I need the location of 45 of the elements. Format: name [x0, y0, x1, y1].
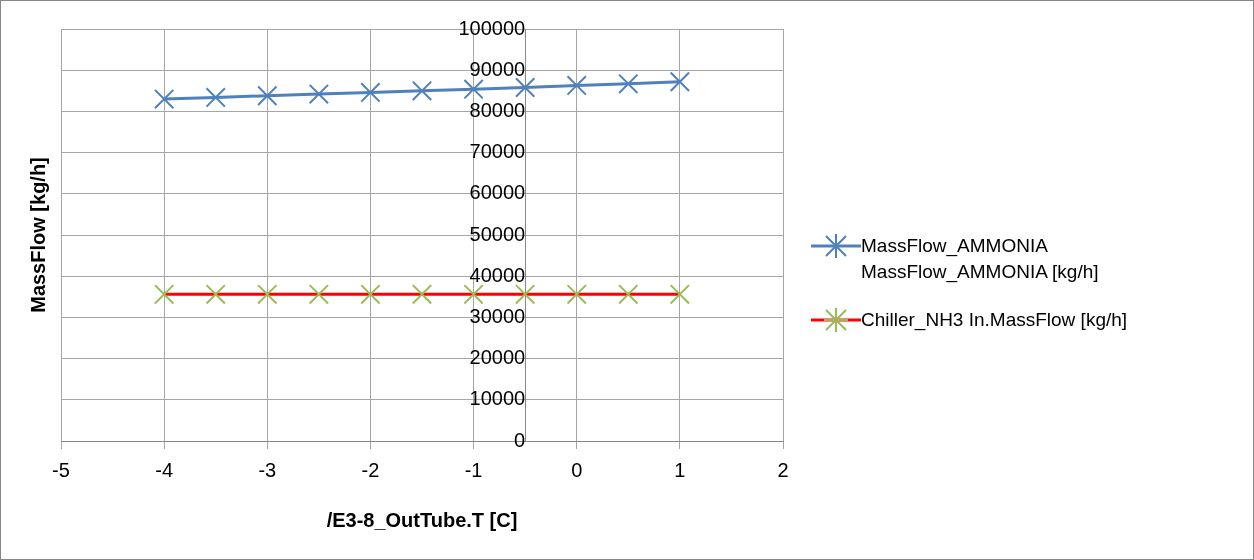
point [411, 80, 433, 101]
y-tick-label: 0 [514, 428, 526, 451]
legend-label: MassFlow_AMMONIA MassFlow_AMMONIA [kg/h] [861, 234, 1100, 285]
x-tick-label: -5 [52, 458, 70, 481]
y-tick-label: 50000 [469, 222, 526, 245]
point [463, 78, 484, 100]
y-tick-label: 30000 [469, 304, 526, 327]
y-tick-label: 40000 [469, 263, 526, 286]
point [566, 284, 587, 305]
point [308, 83, 330, 105]
x-tick-label: 2 [777, 458, 789, 481]
y-tick-label: 90000 [469, 57, 526, 80]
x-tick-label: -1 [464, 458, 483, 481]
x-tick-label: 1 [674, 458, 686, 481]
x-tick-label: 0 [571, 458, 583, 481]
point [153, 88, 175, 110]
x-axis-title: /E3-8_OutTube.T [C] [326, 508, 518, 531]
point [205, 284, 226, 305]
y-tick-label: 70000 [469, 140, 526, 163]
point [566, 75, 587, 96]
point [360, 82, 381, 103]
point [257, 85, 278, 106]
point [308, 284, 330, 305]
x-tick-label: -2 [361, 458, 380, 481]
y-tick-label: 60000 [469, 181, 526, 204]
point [669, 71, 691, 92]
point [618, 284, 639, 305]
x-tick-label: -3 [258, 458, 277, 481]
legend-label: Chiller_NH3 In.MassFlow [kg/h] [861, 308, 1129, 333]
x-tick-label: -4 [155, 458, 174, 481]
point [618, 73, 639, 94]
point [411, 284, 433, 305]
point [205, 87, 226, 108]
y-axis-title: MassFlow [kg/h] [26, 157, 49, 313]
point [463, 284, 484, 305]
y-tick-label: 10000 [469, 387, 526, 410]
point [153, 284, 175, 305]
point [360, 284, 381, 305]
y-tick-label: 80000 [469, 98, 526, 121]
point [514, 284, 536, 305]
point [514, 77, 536, 98]
y-tick-label: 20000 [469, 346, 526, 369]
y-tick-label: 100000 [458, 16, 526, 39]
point [669, 284, 691, 305]
point [257, 284, 278, 305]
